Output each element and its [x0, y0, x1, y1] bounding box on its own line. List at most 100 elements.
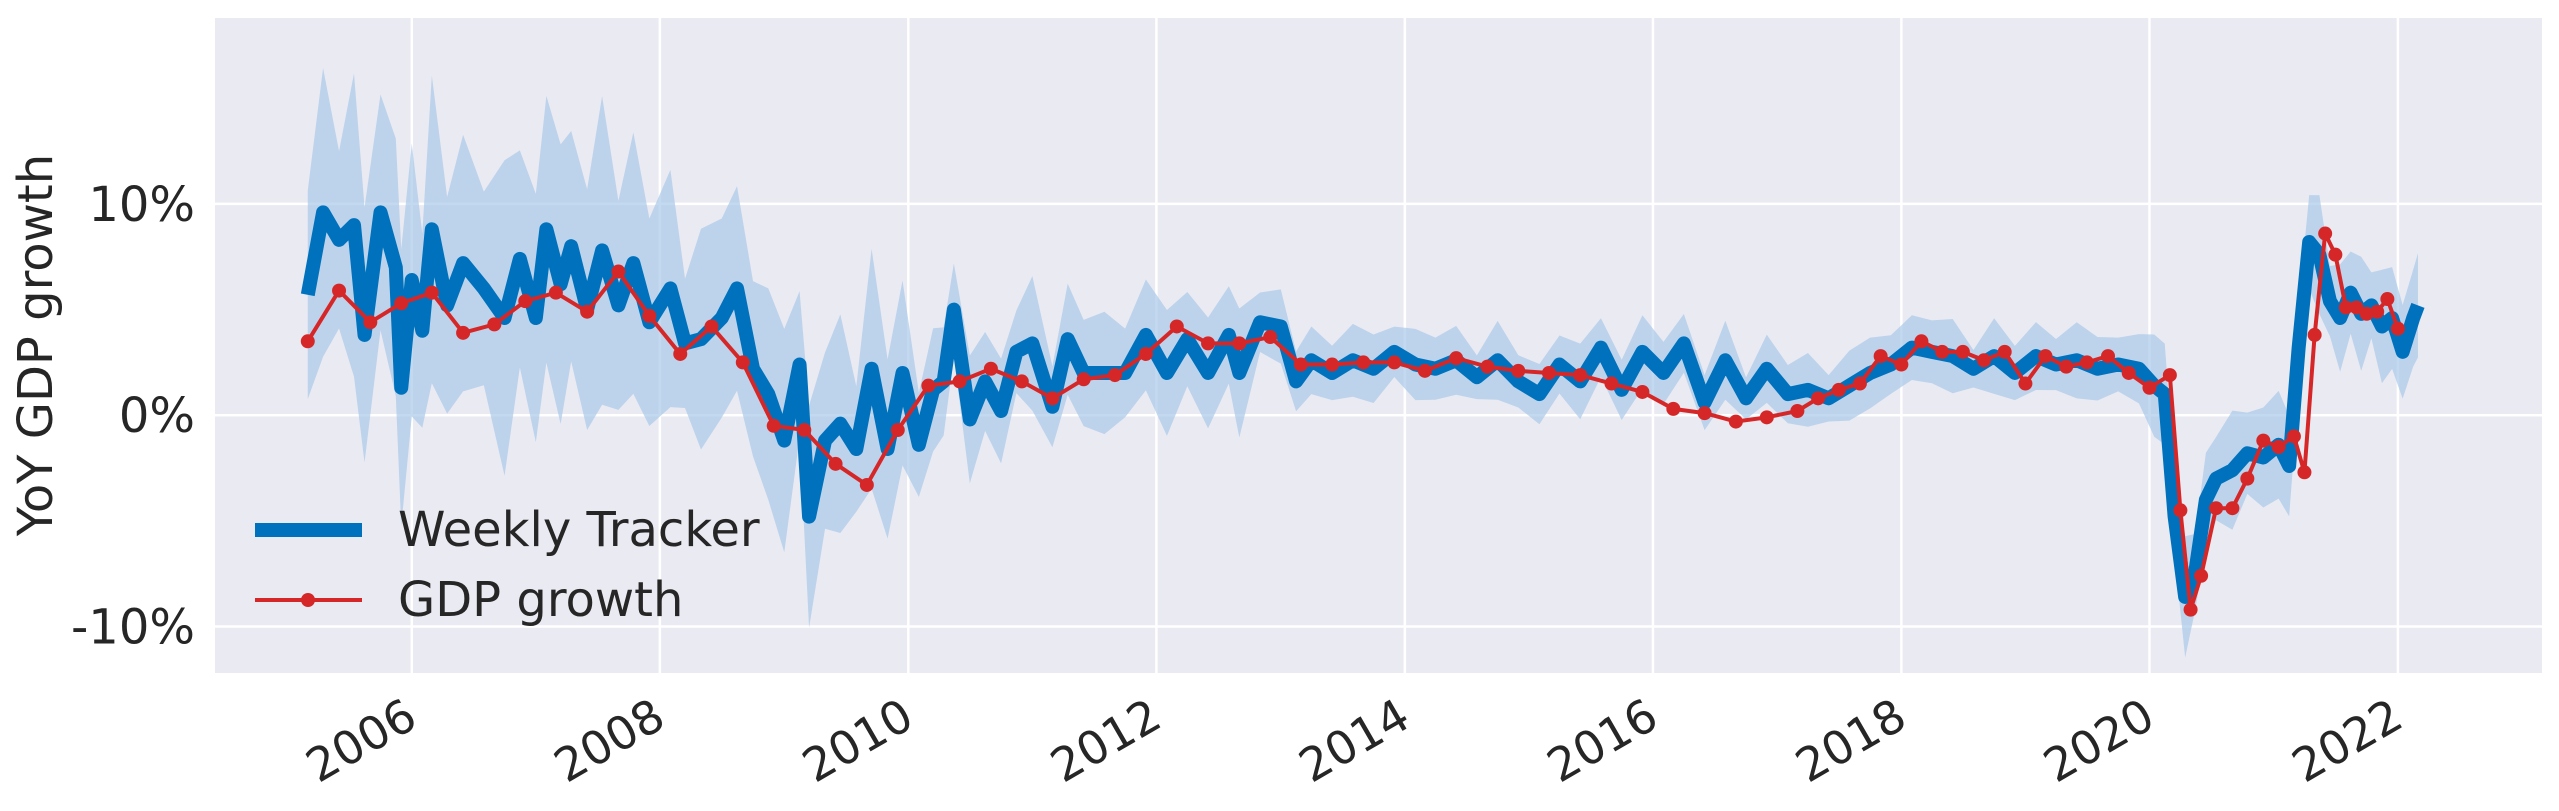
gdp-growth-point [1325, 357, 1340, 372]
gdp-growth-point [2162, 368, 2177, 383]
legend-label-gdp-growth: GDP growth [398, 572, 683, 628]
gdp-growth-point [300, 334, 315, 349]
gdp-growth-point [1604, 376, 1619, 391]
gdp-growth-point [704, 319, 719, 334]
gdp-growth-point [580, 304, 595, 319]
gdp-growth-point [1852, 376, 1867, 391]
gdp-growth-point [1293, 357, 1308, 372]
y-tick-label: 0% [119, 388, 195, 444]
gdp-growth-point [487, 317, 502, 332]
gdp-growth-point [2318, 226, 2333, 241]
x-tick-label: 2014 [1290, 688, 1418, 793]
gdp-growth-point [2349, 300, 2364, 315]
gdp-growth-point [1955, 344, 1970, 359]
gdp-growth-point [518, 294, 533, 309]
gdp-growth-point [548, 285, 563, 300]
gdp-growth-point [1138, 346, 1153, 361]
gdp-growth-point [2018, 376, 2033, 391]
x-tick-labels: 2006 2008 2010 2012 2014 2016 2018 2020 2022 [297, 688, 2412, 793]
weekly-tracker-series [300, 205, 2425, 604]
gdp-growth-point [1480, 359, 1495, 374]
y-tick-label: -10% [71, 600, 195, 656]
gdp-growth-point [642, 308, 657, 323]
x-tick-label: 2016 [1538, 688, 1666, 793]
gdp-growth-point [2079, 355, 2094, 370]
gdp-growth-point [1076, 372, 1091, 387]
gdp-growth-point [1356, 355, 1371, 370]
gdp-growth-point [1014, 374, 1029, 389]
gdp-growth-point [2256, 433, 2271, 448]
gdp-growth-point [2359, 306, 2374, 321]
gdp-growth-point [2059, 359, 2074, 374]
gdp-growth-point [859, 477, 874, 492]
x-tick-label: 2010 [793, 688, 921, 793]
gdp-growth-point [1387, 355, 1402, 370]
gdp-growth-point [363, 315, 378, 330]
gdp-growth-point [1894, 357, 1909, 372]
gdp-growth-point [456, 325, 471, 340]
gdp-growth-point [2209, 501, 2224, 516]
gdp-growth-point [2142, 380, 2157, 395]
gdp-growth-point [394, 296, 409, 311]
gdp-growth-point [1201, 336, 1216, 351]
x-tick-label: 2018 [1786, 688, 1914, 793]
gdp-growth-point [890, 423, 905, 438]
gdp-growth-point [1935, 344, 1950, 359]
gdp-growth-point [1573, 368, 1588, 383]
gdp-growth-point [1263, 330, 1278, 345]
gdp-growth-point [2328, 247, 2343, 262]
gdp-growth-point [2370, 304, 2385, 319]
x-tick-label: 2006 [297, 688, 425, 793]
gdp-growth-point [2240, 471, 2255, 486]
gdp-growth-point [983, 361, 998, 376]
gdp-growth-point [2101, 349, 2116, 364]
gdp-growth-point [1811, 391, 1826, 406]
gdp-growth-point [1541, 365, 1556, 380]
gdp-growth-point [735, 355, 750, 370]
gdp-growth-point [2307, 327, 2322, 342]
weekly-tracker-line [300, 205, 2425, 604]
gdp-growth-point [921, 378, 936, 393]
gdp-growth-point [673, 346, 688, 361]
gdp-growth-point [424, 285, 439, 300]
gdp-growth-point [2173, 503, 2188, 518]
gdp-growth-point [2271, 439, 2286, 454]
gdp-growth-point [2338, 300, 2353, 315]
gdp-growth-point [611, 264, 626, 279]
gdp-growth-point [2121, 365, 2136, 380]
gdp-growth-point [766, 418, 781, 433]
gdp-growth-point [2183, 602, 2198, 617]
gdp-growth-point [1697, 406, 1712, 421]
gdp-growth-point [2225, 501, 2240, 516]
gdp-growth-point [1666, 401, 1681, 416]
y-axis-label: YoY GDP growth [8, 154, 64, 537]
legend: Weekly Tracker GDP growth [255, 502, 760, 628]
gdp-growth-point [1759, 410, 1774, 425]
gdp-growth-point [1997, 344, 2012, 359]
x-tick-label: 2020 [2035, 688, 2163, 793]
gdp-growth-point [952, 374, 967, 389]
gdp-growth-point [1511, 363, 1526, 378]
legend-label-weekly-tracker: Weekly Tracker [398, 502, 760, 558]
gdp-growth-point [1232, 336, 1247, 351]
gdp-growth-point [1449, 351, 1464, 366]
gdp-growth-point [797, 423, 812, 438]
gdp-growth-point [1107, 368, 1122, 383]
gdp-growth-point [1417, 363, 1432, 378]
y-tick-labels: 10% 0% -10% [71, 177, 195, 656]
gdp-growth-point [1045, 391, 1060, 406]
gdp-growth-point [2297, 465, 2312, 480]
gdp-growth-point [1831, 382, 1846, 397]
x-tick-label: 2008 [545, 688, 673, 793]
gdp-growth-point [1873, 349, 1888, 364]
gdp-growth-point [332, 283, 347, 298]
x-tick-label: 2022 [2283, 688, 2411, 793]
gdp-growth-point [2380, 292, 2395, 307]
gdp-growth-point [1635, 384, 1650, 399]
gdp-growth-point [828, 456, 843, 471]
gdp-growth-point [2286, 429, 2301, 444]
gdp-growth-point [1976, 353, 1991, 368]
gdp-growth-series [300, 226, 2405, 617]
